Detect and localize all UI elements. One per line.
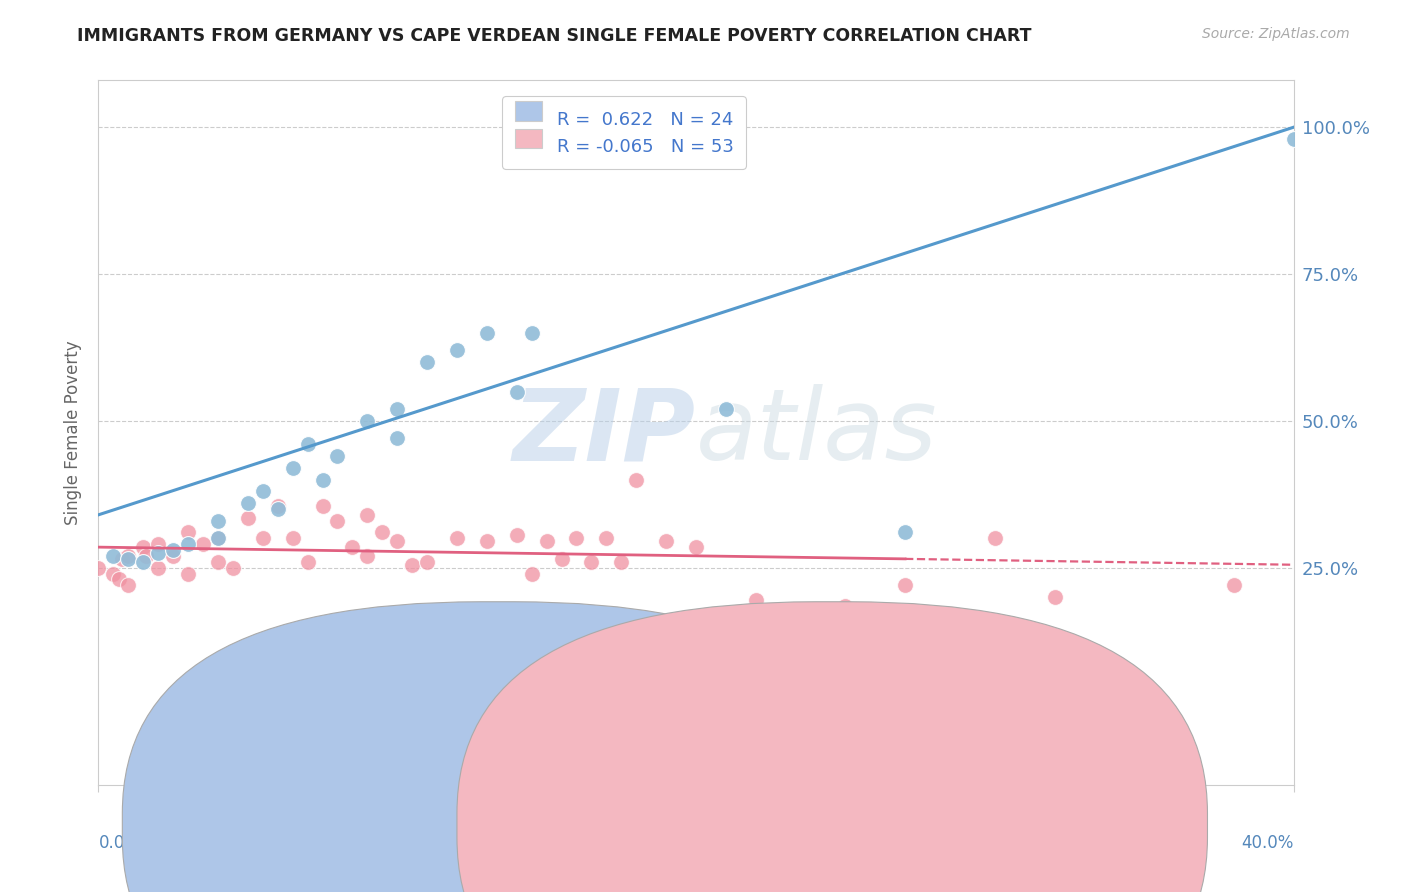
Point: [342, 540, 364, 554]
Point: [207, 514, 229, 528]
Point: [506, 528, 529, 542]
Point: [356, 414, 378, 428]
Point: [356, 549, 378, 563]
Point: [177, 537, 200, 551]
Point: [894, 648, 917, 663]
Point: [371, 525, 394, 540]
Point: [385, 534, 409, 549]
Point: [281, 532, 304, 546]
FancyBboxPatch shape: [122, 602, 873, 892]
Point: [520, 326, 543, 340]
Point: [103, 549, 125, 563]
Point: [207, 555, 229, 569]
Point: [804, 655, 827, 669]
Point: [356, 508, 378, 522]
Point: [162, 543, 184, 558]
Point: [655, 534, 678, 549]
Point: [297, 437, 319, 451]
Point: [108, 573, 131, 587]
Point: [446, 532, 468, 546]
Point: [834, 599, 856, 613]
Point: [132, 555, 155, 569]
Point: [506, 384, 529, 399]
Point: [117, 578, 139, 592]
Point: [252, 532, 274, 546]
Text: Source: ZipAtlas.com: Source: ZipAtlas.com: [1202, 27, 1350, 41]
Y-axis label: Single Female Poverty: Single Female Poverty: [65, 341, 83, 524]
Text: IMMIGRANTS FROM GERMANY VS CAPE VERDEAN SINGLE FEMALE POVERTY CORRELATION CHART: IMMIGRANTS FROM GERMANY VS CAPE VERDEAN …: [77, 27, 1032, 45]
Point: [536, 534, 558, 549]
Point: [281, 461, 304, 475]
Point: [1043, 590, 1066, 604]
Point: [236, 510, 259, 524]
Point: [745, 593, 768, 607]
Text: atlas: atlas: [696, 384, 938, 481]
Point: [87, 560, 110, 574]
Point: [416, 555, 439, 569]
Legend: R =  0.622   N = 24, R = -0.065   N = 53: R = 0.622 N = 24, R = -0.065 N = 53: [502, 96, 747, 169]
Point: [326, 514, 349, 528]
Point: [148, 537, 170, 551]
Point: [177, 525, 200, 540]
Text: ZIP: ZIP: [513, 384, 696, 481]
Point: [894, 578, 917, 592]
Point: [236, 496, 259, 510]
Point: [416, 355, 439, 369]
Point: [207, 532, 229, 546]
Point: [326, 449, 349, 463]
Point: [520, 566, 543, 581]
Point: [267, 502, 290, 516]
Point: [550, 552, 572, 566]
Point: [117, 549, 139, 563]
Point: [267, 499, 290, 513]
Point: [111, 552, 134, 566]
Point: [565, 532, 588, 546]
Text: Cape Verdeans: Cape Verdeans: [858, 816, 981, 835]
Point: [446, 343, 468, 358]
Point: [177, 566, 200, 581]
Point: [475, 326, 498, 340]
Point: [714, 402, 737, 417]
Point: [135, 549, 157, 563]
Point: [610, 555, 633, 569]
Point: [714, 623, 737, 637]
Point: [132, 540, 155, 554]
Text: Immigrants from Germany: Immigrants from Germany: [523, 816, 744, 835]
Point: [117, 552, 139, 566]
Point: [1223, 578, 1246, 592]
Point: [685, 540, 707, 554]
Point: [401, 558, 423, 572]
Point: [385, 402, 409, 417]
FancyBboxPatch shape: [457, 602, 1208, 892]
Point: [581, 555, 603, 569]
Point: [207, 532, 229, 546]
Point: [311, 473, 333, 487]
Point: [297, 555, 319, 569]
Point: [103, 566, 125, 581]
Point: [385, 432, 409, 446]
Point: [311, 499, 333, 513]
Point: [148, 546, 170, 560]
Point: [626, 473, 648, 487]
Point: [595, 532, 617, 546]
Text: 40.0%: 40.0%: [1241, 834, 1294, 852]
Point: [148, 560, 170, 574]
Point: [222, 560, 245, 574]
Point: [475, 534, 498, 549]
Point: [984, 532, 1007, 546]
Point: [894, 525, 917, 540]
Point: [1282, 132, 1305, 146]
Text: 0.0%: 0.0%: [98, 834, 141, 852]
Point: [252, 484, 274, 499]
Point: [162, 549, 184, 563]
Point: [191, 537, 214, 551]
